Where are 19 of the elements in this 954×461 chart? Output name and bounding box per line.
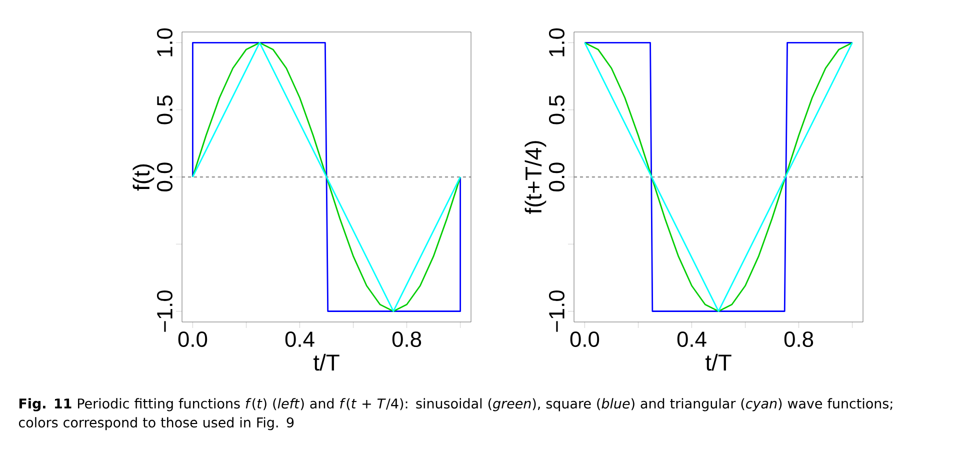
x-tick-label: 0.0 — [570, 331, 600, 348]
x-axis-title: t/T — [313, 354, 340, 371]
y-tick-label: −1.0 — [156, 290, 172, 332]
y-axis-title: f(t+T/4) — [524, 141, 546, 214]
x-tick-label: 0.8 — [392, 331, 422, 348]
x-axis-title: t/T — [705, 354, 732, 371]
y-tick-label: −1.0 — [548, 290, 564, 332]
y-tick-label: 0.5 — [548, 96, 564, 124]
y-axis-title: f(t) — [132, 164, 154, 191]
x-tick-label: 0.4 — [677, 331, 706, 348]
y-tick-label: 1.0 — [548, 28, 564, 56]
y-tick-label: 0.0 — [156, 162, 172, 192]
text: Fig. 11 Periodic fitting functions f(t) (left) and f(t + T/4): sinusoidal (green), square (blue) and triangular (cyan) wave functions; colors correspond to those used in Fig. 9 — [18, 398, 892, 430]
x-tick-label: 0.4 — [285, 331, 314, 348]
y-tick-label: 0.5 — [156, 96, 172, 124]
y-tick-label: 0.0 — [548, 162, 564, 192]
y-tick-label: 1.0 — [156, 28, 172, 56]
x-tick-label: 0.0 — [178, 331, 208, 348]
x-tick-label: 0.8 — [784, 331, 814, 348]
